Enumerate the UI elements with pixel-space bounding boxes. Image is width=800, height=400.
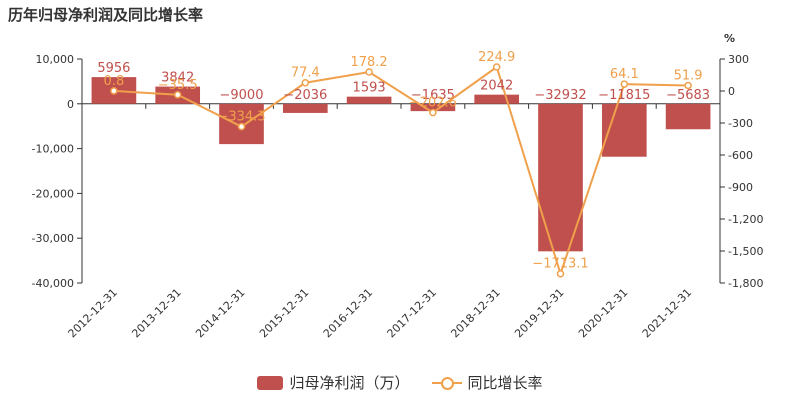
- growth-point: [365, 68, 373, 76]
- legend-bar-swatch: [257, 375, 284, 390]
- profit-data-label: 1593: [353, 81, 386, 96]
- y-right-tick-label: -1,500: [728, 245, 763, 258]
- x-tick-label: 2013-12-31: [129, 286, 183, 340]
- growth-data-label: 77.4: [291, 66, 320, 81]
- growth-data-label: −35.5: [158, 78, 198, 93]
- legend-item-profit[interactable]: 归母净利润（万）: [257, 372, 410, 393]
- growth-data-label: −1713.1: [532, 257, 588, 272]
- x-tick-label: 2018-12-31: [448, 286, 502, 340]
- profit-bar: [410, 103, 456, 112]
- legend-growth-label: 同比增长率: [467, 374, 543, 392]
- y-right-tick-label: -1,800: [728, 277, 763, 290]
- growth-point: [620, 80, 629, 88]
- y-right-tick-label: -300: [728, 117, 753, 130]
- growth-data-label: 178.2: [350, 55, 387, 70]
- x-tick-label: 2017-12-31: [385, 286, 439, 340]
- growth-point: [556, 269, 565, 278]
- growth-line: [113, 65, 689, 277]
- chart-title: 历年归母净利润及同比增长率: [8, 6, 204, 24]
- profit-data-label: −5683: [666, 88, 710, 103]
- y-right-tick-label: -900: [728, 181, 753, 194]
- growth-data-label: 64.1: [610, 67, 639, 82]
- legend-profit-label: 归母净利润（万）: [289, 374, 410, 392]
- growth-data-label: 224.9: [478, 50, 515, 65]
- profit-bar: [282, 103, 328, 113]
- profit-data-label: 3842: [161, 71, 194, 86]
- growth-point: [110, 87, 118, 95]
- profit-data-label: −32932: [534, 88, 586, 103]
- growth-point: [684, 81, 692, 90]
- legend-line-swatch: [431, 376, 462, 390]
- y-left-tick-label: -10,000: [32, 143, 74, 156]
- growth-point: [301, 78, 310, 87]
- x-tick-label: 2020-12-31: [576, 286, 630, 340]
- x-tick-label: 2019-12-31: [512, 286, 566, 340]
- profit-data-label: −1635: [411, 88, 455, 103]
- growth-point: [237, 122, 246, 131]
- profit-data-label: 2042: [480, 79, 513, 94]
- y-right-tick-label: 300: [728, 53, 749, 66]
- y-right-tick-label: -1,200: [728, 213, 763, 226]
- y-left-tick-label: 0: [67, 98, 74, 111]
- profit-data-label: −2036: [283, 88, 327, 103]
- y-right-tick-label: -600: [728, 149, 753, 162]
- legend[interactable]: 归母净利润（万） 同比增长率: [0, 372, 800, 393]
- x-tick-label: 2012-12-31: [66, 286, 120, 340]
- x-tick-label: 2016-12-31: [321, 286, 375, 340]
- x-tick-label: 2014-12-31: [193, 286, 247, 340]
- profit-bar: [665, 103, 711, 130]
- growth-data-label: 0.8: [104, 74, 125, 89]
- growth-data-label: −334.3: [217, 110, 265, 125]
- x-tick-label: 2015-12-31: [257, 286, 311, 340]
- profit-data-label: −11815: [598, 88, 650, 103]
- y-left-tick-label: 10,000: [36, 53, 75, 66]
- y-left-tick-label: -40,000: [32, 277, 74, 290]
- growth-point: [429, 108, 437, 117]
- profit-bar: [346, 96, 392, 104]
- y-right-axis-label: %: [724, 32, 735, 45]
- y-left-tick-label: -30,000: [32, 232, 74, 245]
- y-right-tick-label: 0: [728, 85, 735, 98]
- profit-data-label: 5956: [97, 61, 130, 76]
- legend-item-growth[interactable]: 同比增长率: [431, 372, 543, 393]
- x-tick-label: 2021-12-31: [640, 286, 694, 340]
- growth-point: [173, 91, 182, 99]
- growth-point: [492, 63, 501, 71]
- growth-data-label: 51.9: [674, 68, 703, 83]
- y-left-tick-label: -20,000: [32, 187, 74, 200]
- profit-data-label: −9000: [220, 88, 264, 103]
- growth-data-label: −202.6: [409, 96, 457, 111]
- profit-bar: [474, 94, 520, 104]
